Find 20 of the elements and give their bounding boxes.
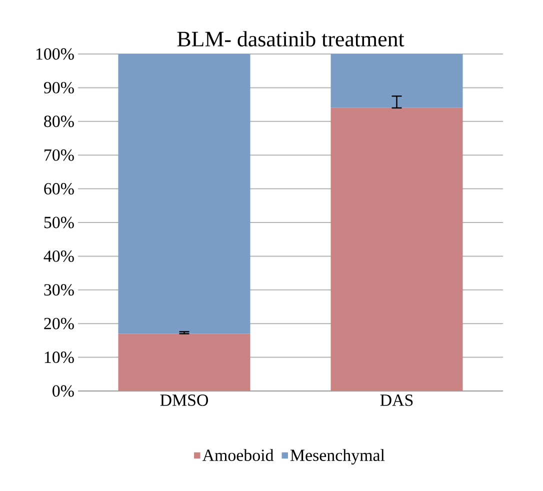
bar — [118, 54, 250, 334]
legend-label: Mesenchymal — [290, 449, 385, 465]
bar — [330, 54, 463, 108]
bar — [330, 108, 463, 391]
y-tick-label: 80% — [44, 116, 74, 128]
legend-label: Amoeboid — [202, 449, 274, 462]
bar — [118, 334, 250, 391]
y-tick-label: 30% — [44, 284, 74, 296]
x-tick-label: DMSO — [160, 394, 208, 406]
y-tick-label: 70% — [44, 149, 74, 161]
y-tick-label: 90% — [44, 82, 74, 94]
y-tick-label: 100% — [36, 48, 74, 60]
y-tick-label: 40% — [44, 250, 74, 262]
y-tick-label: 0% — [52, 385, 74, 397]
y-tick-label: 60% — [44, 183, 74, 195]
y-tick-label: 50% — [44, 216, 74, 228]
y-tick-label: 10% — [44, 352, 74, 364]
chart-title: BLM- dasatinib treatment — [177, 31, 404, 46]
x-tick-label: DAS — [380, 394, 413, 406]
y-tick-label: 20% — [44, 318, 74, 330]
